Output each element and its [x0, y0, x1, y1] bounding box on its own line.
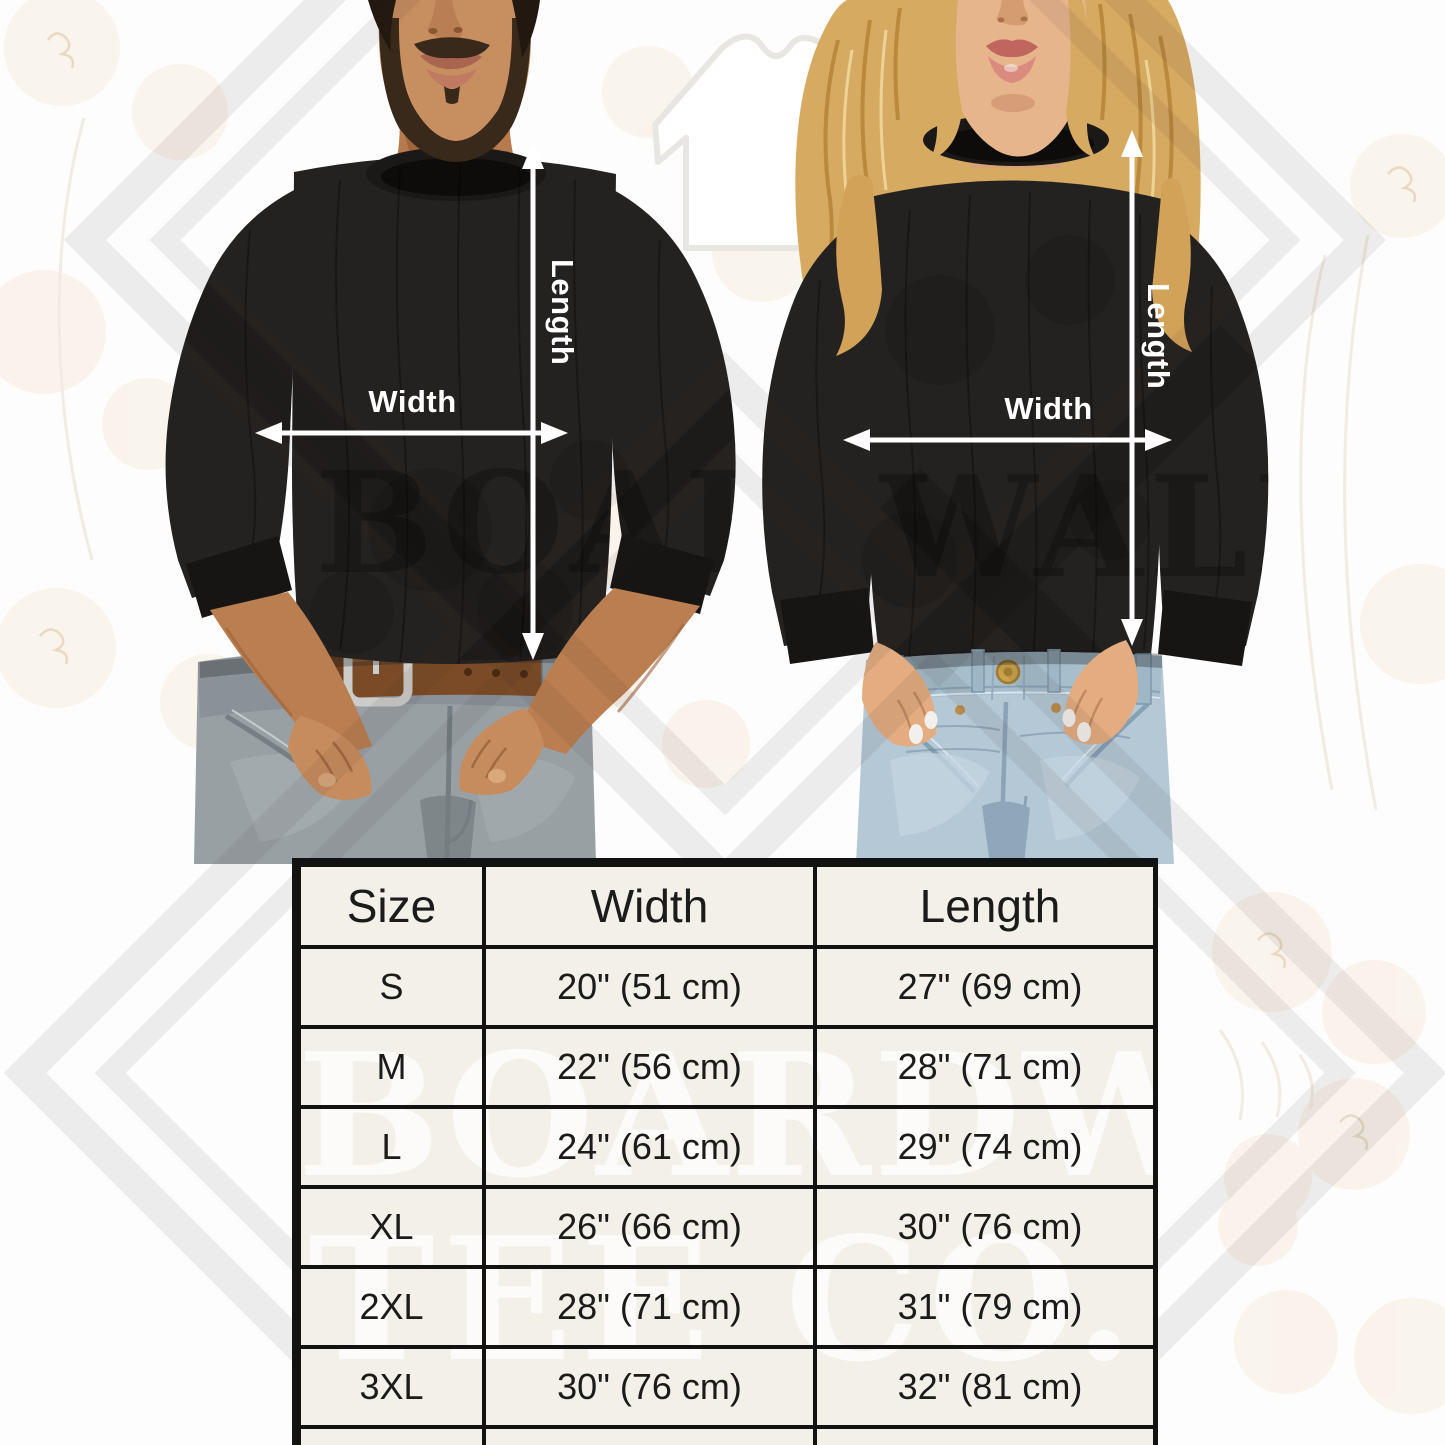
- chest-watermark-right: WALK: [878, 446, 1381, 610]
- female-model: WALK: [762, 0, 1381, 864]
- size-cell: 2XL: [297, 1265, 486, 1349]
- length-cell: 31" (79 cm): [813, 1265, 1153, 1349]
- table-cell-partial: [482, 1425, 817, 1445]
- table-cell-partial: [297, 1425, 486, 1445]
- male-hands: [210, 588, 700, 800]
- female-hands: [862, 640, 1139, 747]
- length-label-left: Length: [545, 258, 580, 366]
- width-cell: 26" (66 cm): [482, 1185, 817, 1269]
- length-cell: 30" (76 cm): [813, 1185, 1153, 1269]
- male-head: [368, 0, 540, 162]
- table-row: 2XL 28" (71 cm) 31" (79 cm): [297, 1265, 1153, 1349]
- width-cell: 30" (76 cm): [482, 1345, 817, 1429]
- length-cell: 32" (81 cm): [813, 1345, 1153, 1429]
- female-hair-front: [836, 0, 1192, 356]
- table-cell-partial: [813, 1425, 1153, 1445]
- col-header-length: Length: [813, 863, 1153, 949]
- length-label-right: Length: [1141, 282, 1176, 390]
- col-header-width: Width: [482, 863, 817, 949]
- size-cell: L: [297, 1105, 486, 1189]
- size-cell: M: [297, 1025, 486, 1109]
- length-cell: 27" (69 cm): [813, 945, 1153, 1029]
- width-cell: 24" (61 cm): [482, 1105, 817, 1189]
- width-cell: 28" (71 cm): [482, 1265, 817, 1349]
- length-cell: 28" (71 cm): [813, 1025, 1153, 1109]
- size-chart: BOARDWALK TEE CO. Size Width Length S 20…: [292, 858, 1158, 1445]
- header-row: Size Width Length: [297, 863, 1153, 949]
- width-label-right: Width: [1004, 391, 1093, 426]
- size-cell: 3XL: [297, 1345, 486, 1429]
- table-row: L 24" (61 cm) 29" (74 cm): [297, 1105, 1153, 1189]
- table-row-partial: [297, 1425, 1153, 1445]
- table-row: 3XL 30" (76 cm) 32" (81 cm): [297, 1345, 1153, 1429]
- male-model: BOARD: [165, 0, 736, 864]
- female-head: [944, 0, 1087, 157]
- size-cell: S: [297, 945, 486, 1029]
- female-sweatshirt: WALK: [762, 114, 1381, 677]
- width-cell: 20" (51 cm): [482, 945, 817, 1029]
- male-sweatshirt: BOARD: [165, 147, 736, 664]
- size-chart-table: Size Width Length S 20" (51 cm) 27" (69 …: [297, 863, 1153, 1445]
- table-row: XL 26" (66 cm) 30" (76 cm): [297, 1185, 1153, 1269]
- col-header-size: Size: [297, 863, 486, 949]
- wood-grain-lines: [57, 117, 1378, 1121]
- width-cell: 22" (56 cm): [482, 1025, 817, 1109]
- nail-polish: [909, 724, 923, 744]
- table-row: M 22" (56 cm) 28" (71 cm): [297, 1025, 1153, 1109]
- size-cell: XL: [297, 1185, 486, 1269]
- table-row: S 20" (51 cm) 27" (69 cm): [297, 945, 1153, 1029]
- width-label-left: Width: [368, 384, 457, 419]
- length-cell: 29" (74 cm): [813, 1105, 1153, 1189]
